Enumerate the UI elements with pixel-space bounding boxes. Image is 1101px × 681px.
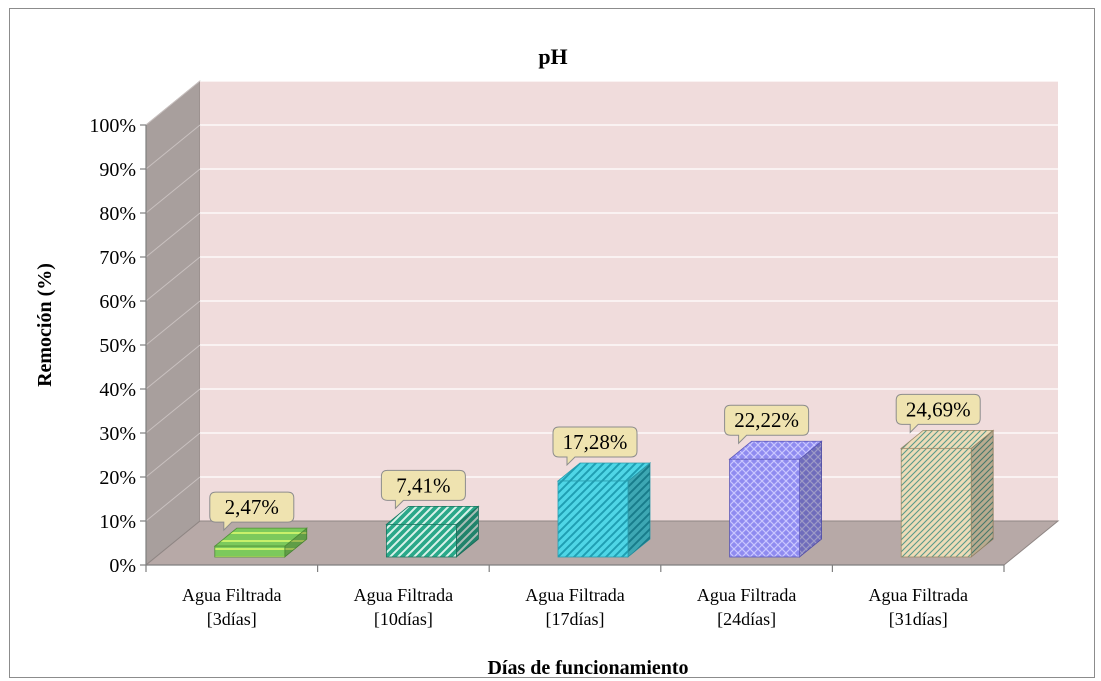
y-tick-label: 100%	[89, 115, 136, 137]
bar-side-shade	[456, 506, 479, 557]
bar-front	[385, 523, 457, 558]
bar-side-shade	[628, 462, 650, 557]
gridline-side	[145, 80, 201, 126]
y-tick-label: 0%	[109, 555, 136, 577]
bar-front	[729, 458, 800, 558]
data-label-bubble	[724, 404, 810, 445]
chart-svg: 0% 10% 20% 30% 40% 50% 60% 70% 80% 90% 100% Agua F…	[34, 44, 1060, 679]
data-labels: 2,47% 7,41% 17,28% 22,22% 24,69%	[209, 393, 981, 532]
data-label: 17,28%	[552, 426, 638, 467]
bar-side-shade	[284, 528, 307, 557]
data-label-bubble	[895, 393, 981, 434]
bars	[213, 429, 995, 558]
x-tick-label: Agua Filtrada [31días]	[868, 585, 967, 629]
gridline-side	[145, 432, 201, 478]
y-tick-label: 20%	[99, 467, 136, 489]
gridline-side	[145, 476, 201, 522]
data-label-text: 7,41%	[396, 473, 450, 497]
y-tick-label: 30%	[99, 423, 136, 445]
x-tick-label: Agua Filtrada [17días]	[525, 585, 624, 629]
data-label-text: 22,22%	[734, 408, 799, 432]
data-label-bubble	[209, 491, 295, 532]
y-tick-label: 60%	[99, 291, 136, 313]
data-label-bubble	[552, 426, 638, 467]
bar-front	[557, 480, 629, 558]
y-tick-label: 90%	[99, 159, 136, 181]
gridline-side	[145, 256, 201, 302]
data-label-text: 2,47%	[225, 495, 279, 519]
gridlines	[145, 80, 1058, 522]
y-tick-label: 80%	[99, 203, 136, 225]
x-tick-label: Agua Filtrada [24días]	[697, 585, 796, 629]
y-tick-label: 70%	[99, 247, 136, 269]
x-tick-label: Agua Filtrada [3días]	[182, 585, 281, 629]
bar-front	[900, 447, 972, 558]
x-axis-title: Días de funcionamiento	[487, 657, 688, 679]
gridline-side	[145, 344, 201, 390]
gridline-side	[145, 212, 201, 258]
bar	[728, 440, 823, 558]
data-label: 22,22%	[724, 404, 810, 445]
y-tick-label: 40%	[99, 379, 136, 401]
data-label-bubble	[380, 469, 466, 510]
gridline-side	[145, 124, 201, 170]
bar	[900, 429, 995, 558]
data-label-text: 17,28%	[563, 430, 628, 454]
data-label: 7,41%	[380, 469, 466, 510]
y-tick-label: 10%	[99, 511, 136, 533]
bar-side-shade	[799, 441, 822, 557]
gridline-side	[145, 168, 201, 214]
y-tick-label: 50%	[99, 335, 136, 357]
y-axis: 0% 10% 20% 30% 40% 50% 60% 70% 80% 90% 100%	[89, 115, 147, 577]
bar	[556, 462, 652, 558]
bar	[385, 505, 480, 558]
chart-title: pH	[538, 44, 567, 69]
bar-side-shade	[971, 430, 994, 557]
bar	[213, 527, 308, 558]
y-axis-title: Remoción (%)	[34, 263, 56, 387]
data-label: 24,69%	[895, 393, 981, 434]
x-tick-label: Agua Filtrada [10días]	[354, 585, 453, 629]
x-axis: Agua Filtrada [3días] Agua Filtrada [10días…	[145, 564, 1005, 629]
bar-front	[214, 545, 286, 558]
data-label: 2,47%	[209, 491, 295, 532]
gridline-side	[145, 300, 201, 346]
gridline-side	[145, 388, 201, 434]
chart-frame: 0% 10% 20% 30% 40% 50% 60% 70% 80% 90% 100% Agua F…	[9, 8, 1095, 679]
data-label-text: 24,69%	[906, 397, 971, 421]
